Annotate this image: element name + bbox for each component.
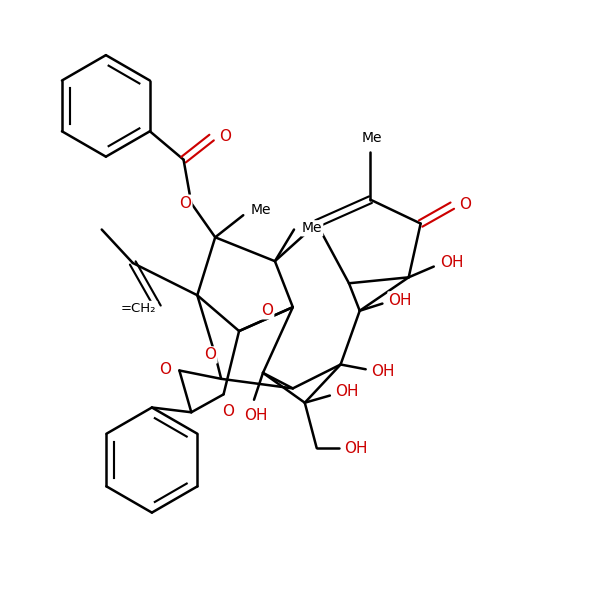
Text: O: O (460, 197, 472, 212)
Text: OH: OH (335, 385, 358, 400)
Text: Me: Me (251, 203, 271, 217)
Text: O: O (159, 362, 171, 377)
Text: OH: OH (440, 256, 463, 271)
Text: O: O (261, 303, 273, 318)
Text: O: O (219, 129, 231, 144)
Text: OH: OH (389, 293, 412, 308)
Text: OH: OH (244, 409, 268, 424)
Text: Me: Me (302, 221, 322, 235)
Text: OH: OH (344, 440, 368, 455)
Text: O: O (205, 347, 217, 362)
Text: Me: Me (361, 131, 382, 145)
Text: O: O (179, 196, 191, 211)
Text: OH: OH (371, 364, 394, 379)
Text: O: O (223, 404, 235, 419)
Text: =CH₂: =CH₂ (121, 302, 157, 315)
